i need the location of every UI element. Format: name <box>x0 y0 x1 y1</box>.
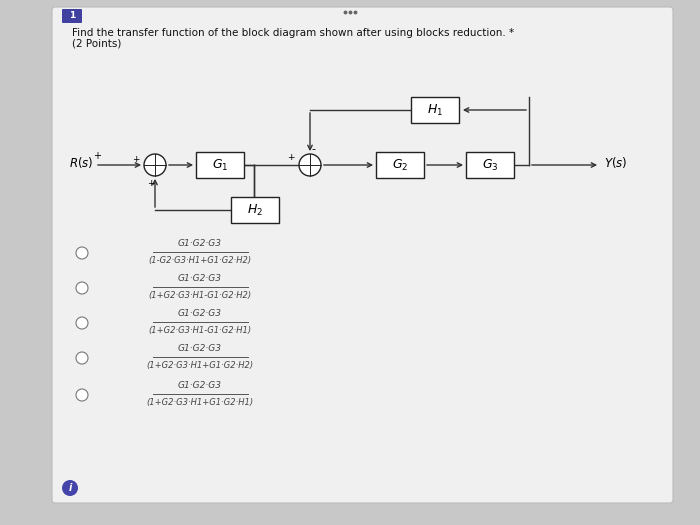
FancyBboxPatch shape <box>376 152 424 178</box>
Text: (1-G2·G3·H1+G1·G2·H2): (1-G2·G3·H1+G1·G2·H2) <box>148 256 251 265</box>
FancyBboxPatch shape <box>466 152 514 178</box>
FancyBboxPatch shape <box>62 9 82 23</box>
FancyBboxPatch shape <box>231 197 279 223</box>
Circle shape <box>62 480 78 496</box>
Text: +: + <box>147 179 155 188</box>
FancyBboxPatch shape <box>411 97 459 123</box>
Text: (2 Points): (2 Points) <box>72 38 121 48</box>
Circle shape <box>76 317 88 329</box>
Text: +: + <box>287 153 295 163</box>
Circle shape <box>299 154 321 176</box>
Text: G1·G2·G3: G1·G2·G3 <box>178 274 222 283</box>
Text: $G_3$: $G_3$ <box>482 158 498 173</box>
Text: G1·G2·G3: G1·G2·G3 <box>178 381 222 390</box>
Text: (1+G2·G3·H1+G1·G2·H2): (1+G2·G3·H1+G1·G2·H2) <box>146 361 253 370</box>
Text: $H_1$: $H_1$ <box>427 102 443 118</box>
Circle shape <box>76 282 88 294</box>
Text: Find the transfer function of the block diagram shown after using blocks reducti: Find the transfer function of the block … <box>72 28 514 38</box>
FancyBboxPatch shape <box>52 7 673 503</box>
Text: G1·G2·G3: G1·G2·G3 <box>178 239 222 248</box>
Text: G1·G2·G3: G1·G2·G3 <box>178 309 222 318</box>
FancyBboxPatch shape <box>196 152 244 178</box>
Circle shape <box>76 247 88 259</box>
Circle shape <box>76 389 88 401</box>
Text: i: i <box>69 483 71 493</box>
Text: +: + <box>93 151 101 161</box>
Circle shape <box>144 154 166 176</box>
Text: +: + <box>132 155 140 164</box>
Text: (1+G2·G3·H1-G1·G2·H1): (1+G2·G3·H1-G1·G2·H1) <box>148 326 251 335</box>
Text: 1: 1 <box>69 12 75 20</box>
Text: $H_2$: $H_2$ <box>247 203 263 217</box>
Text: (1+G2·G3·H1+G1·G2·H1): (1+G2·G3·H1+G1·G2·H1) <box>146 398 253 407</box>
Text: $G_1$: $G_1$ <box>212 158 228 173</box>
Text: $G_2$: $G_2$ <box>392 158 408 173</box>
Text: -: - <box>311 144 315 154</box>
Text: (1+G2·G3·H1-G1·G2·H2): (1+G2·G3·H1-G1·G2·H2) <box>148 291 251 300</box>
Text: $R(s)$: $R(s)$ <box>69 155 93 171</box>
Text: G1·G2·G3: G1·G2·G3 <box>178 344 222 353</box>
Text: $Y(s)$: $Y(s)$ <box>604 155 627 171</box>
Circle shape <box>76 352 88 364</box>
